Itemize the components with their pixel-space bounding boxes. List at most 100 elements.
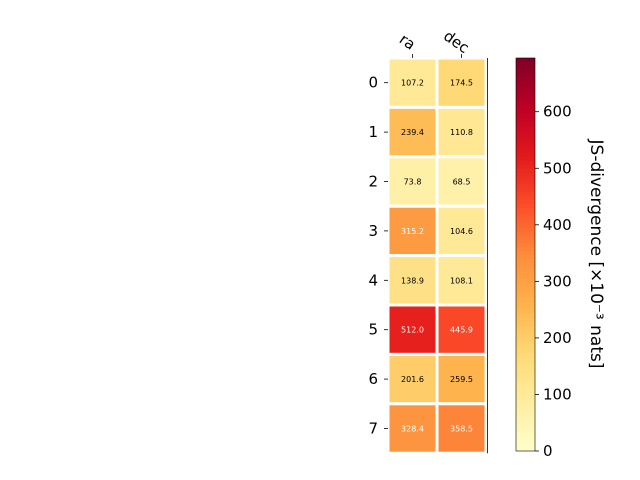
- colorbar-tick-label: 400: [543, 216, 572, 234]
- colorbar-segment: [516, 395, 535, 401]
- cell-value-label: 315.2: [401, 227, 424, 236]
- colorbar-segment: [516, 411, 535, 417]
- colorbar-segment: [516, 93, 535, 98]
- colorbar-segment: [516, 116, 535, 122]
- colorbar-segment: [516, 156, 535, 161]
- colorbar-tick-label: 200: [543, 329, 572, 347]
- colorbar-segment: [516, 258, 535, 263]
- colorbar-segment: [516, 423, 535, 429]
- colorbar-segment: [516, 175, 535, 181]
- row-tick-label: 2: [368, 173, 378, 191]
- cell-value-label: 73.8: [404, 178, 422, 187]
- colorbar-segment: [516, 230, 535, 236]
- row-tick-label: 4: [368, 271, 378, 289]
- colorbar-segment: [516, 219, 535, 224]
- colorbar-segment: [516, 105, 535, 110]
- cell-value-label: 201.6: [401, 375, 424, 384]
- colorbar-segment: [516, 270, 535, 275]
- colorbar-label: JS-divergence [×10⁻³ nats]: [586, 139, 606, 369]
- colorbar-segment: [516, 183, 535, 189]
- colorbar-segment: [516, 293, 535, 299]
- row-tick-label: 1: [368, 123, 378, 141]
- cell-value-label: 107.2: [401, 79, 424, 88]
- colorbar-segment: [516, 164, 535, 169]
- colorbar-segment: [516, 313, 535, 318]
- colorbar-segment: [516, 380, 535, 385]
- colorbar-segment: [516, 254, 535, 260]
- cell-value-label: 328.4: [401, 425, 424, 434]
- colorbar-segment: [516, 195, 535, 201]
- colorbar-segment: [516, 289, 535, 295]
- row-tick-label: 7: [368, 420, 378, 438]
- colorbar-segment: [516, 171, 535, 177]
- colorbar-segment: [516, 238, 535, 244]
- colorbar: 0 100 200 300 400 500 600: [515, 57, 572, 460]
- colorbar-segment: [516, 262, 535, 267]
- colorbar-segment: [516, 337, 535, 342]
- cell-value-label: 259.5: [450, 375, 473, 384]
- colorbar-segment: [516, 58, 535, 63]
- colorbar-segment: [516, 191, 535, 197]
- cell-value-label: 445.9: [450, 326, 473, 335]
- colorbar-segment: [516, 285, 535, 291]
- colorbar-segment: [516, 179, 535, 185]
- colorbar-segment: [516, 399, 535, 405]
- cell-value-label: 104.6: [450, 227, 473, 236]
- colorbar-segment: [516, 278, 535, 283]
- colorbar-segment: [516, 317, 535, 322]
- column-tick-labels: ra dec: [396, 27, 473, 58]
- colorbar-segment: [516, 148, 535, 153]
- colorbar-segment: [516, 427, 535, 432]
- colorbar-segment: [516, 132, 535, 138]
- colorbar-segment: [516, 348, 535, 354]
- colorbar-segment: [516, 187, 535, 193]
- row-tick-label: 3: [368, 222, 378, 240]
- colorbar-segment: [516, 85, 535, 91]
- cell-value-label: 512.0: [401, 326, 424, 335]
- colorbar-tick-label: 100: [543, 385, 572, 403]
- colorbar-tick-label: 600: [543, 103, 572, 121]
- colorbar-segment: [516, 65, 535, 71]
- colorbar-segment: [516, 388, 535, 393]
- column-tick-label: dec: [440, 27, 472, 57]
- colorbar-segment: [516, 360, 535, 366]
- colorbar-tick-label: 300: [543, 272, 572, 290]
- cell-value-label: 110.8: [450, 128, 473, 137]
- colorbar-segment: [516, 152, 535, 157]
- colorbar-segment: [516, 439, 535, 444]
- colorbar-segment: [516, 274, 535, 279]
- colorbar-segment: [516, 226, 535, 232]
- cell-value-label: 68.5: [453, 178, 471, 187]
- colorbar-segment: [516, 199, 535, 205]
- colorbar-segment: [516, 447, 535, 452]
- colorbar-segment: [516, 81, 535, 87]
- colorbar-segment: [516, 282, 535, 287]
- colorbar-segment: [516, 168, 535, 173]
- colorbar-segment: [516, 384, 535, 389]
- colorbar-segment: [516, 242, 535, 248]
- colorbar-segment: [516, 329, 535, 334]
- colorbar-segment: [516, 128, 535, 134]
- cell-value-label: 174.5: [450, 79, 473, 88]
- colorbar-tick-label: 0: [543, 442, 553, 460]
- colorbar-segment: [516, 435, 535, 440]
- cell-value-label: 358.5: [450, 425, 473, 434]
- colorbar-segment: [516, 305, 535, 311]
- colorbar-segment: [516, 364, 535, 370]
- colorbar-segment: [516, 215, 535, 220]
- column-tick-label: ra: [396, 30, 419, 54]
- colorbar-segment: [516, 431, 535, 436]
- colorbar-segment: [516, 325, 535, 330]
- colorbar-segment: [516, 73, 535, 79]
- colorbar-segment: [516, 419, 535, 425]
- row-tick-labels: 0 1 2 3 4 5 6 7: [368, 74, 388, 438]
- colorbar-segment: [516, 77, 535, 83]
- colorbar-segment: [516, 415, 535, 421]
- colorbar-segment: [516, 368, 535, 373]
- row-tick-label: 6: [368, 370, 378, 388]
- colorbar-segment: [516, 69, 535, 75]
- heatmap-cell: [435, 105, 488, 159]
- colorbar-segment: [516, 109, 535, 114]
- colorbar-segment: [516, 113, 535, 118]
